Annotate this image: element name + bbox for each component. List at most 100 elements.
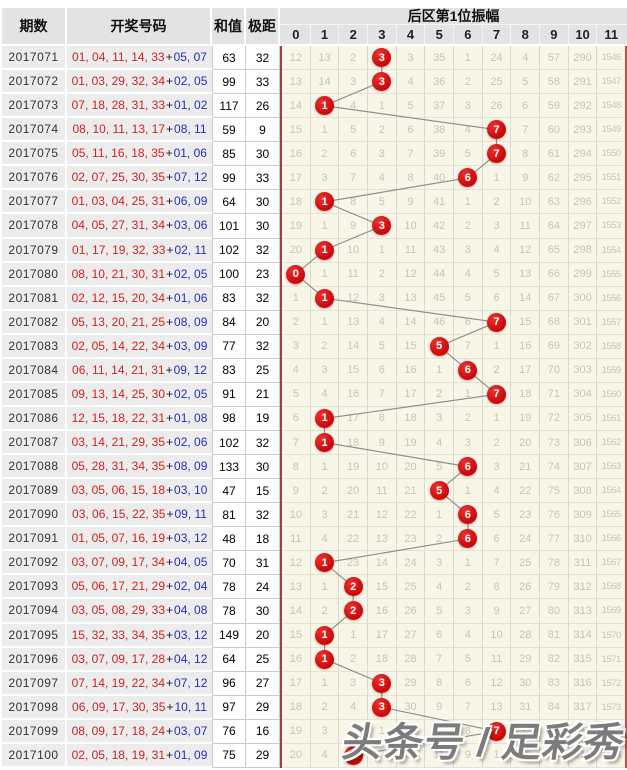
front-numbers: 03, 06, 15, 22, 35 <box>72 507 166 522</box>
amp-cell: 33 <box>511 743 541 768</box>
plus-sign: + <box>166 74 174 89</box>
range-cell: 18 <box>246 527 280 552</box>
back-numbers: 01, 06 <box>173 146 207 161</box>
amp-cell: 5 <box>454 647 483 672</box>
header-sum: 和值 <box>212 8 246 44</box>
amp-cell: 7 <box>482 382 512 407</box>
amp-col-label: 2 <box>339 25 369 44</box>
amp-cell: 4 <box>339 94 369 119</box>
amp-cell: 6 <box>454 166 483 191</box>
plus-sign: + <box>166 314 174 329</box>
amp-cell: 3 <box>368 286 397 311</box>
back-numbers: 02, 05 <box>174 386 208 401</box>
amp-cell: 6 <box>396 118 426 143</box>
front-numbers: 05, 13, 20, 21, 25 <box>71 314 166 329</box>
amp-cell: 1 <box>454 190 483 215</box>
amp-cell: 4 <box>482 479 512 504</box>
range-cell: 27 <box>246 671 280 696</box>
amplitude-grid-row: 15 1 5 2 6 38 4 7 7 60 293 1549 <box>280 118 627 143</box>
range-cell: 31 <box>246 551 280 576</box>
amp-cell: 3 <box>310 358 340 383</box>
amp-cell: 3 <box>368 70 397 95</box>
sum-cell: 83 <box>212 358 246 383</box>
table-row: 2017073 07, 18, 28, 31, 33 +01, 02 117 26 14 1… <box>2 94 627 119</box>
amp-cell: 5 <box>482 262 512 287</box>
amp-cell: 16 <box>368 599 397 624</box>
range-cell: 32 <box>246 46 280 71</box>
table-row: 2017096 03, 07, 09, 17, 28 +04, 12 64 25 16 1 2… <box>2 647 627 672</box>
amp-col-label: 9 <box>540 25 569 44</box>
front-numbers: 03, 14, 21, 29, 35 <box>71 435 166 450</box>
range-cell: 30 <box>246 190 280 215</box>
period-cell: 2017097 <box>2 671 67 696</box>
amp-cell: 11 <box>482 647 512 672</box>
header-period: 期数 <box>2 8 67 44</box>
amp-cell: 12 <box>511 238 541 263</box>
sum-cell: 77 <box>212 334 246 359</box>
front-numbers: 02, 12, 15, 20, 34 <box>71 290 166 305</box>
numbers-cell: 12, 15, 18, 22, 31 +01, 08 <box>67 406 212 431</box>
amp-cell: 302 <box>568 334 598 359</box>
amp-cell: 81 <box>540 623 569 648</box>
period-cell: 2017090 <box>2 503 67 528</box>
amp-cell: 293 <box>568 118 598 143</box>
numbers-cell: 05, 06, 17, 21, 29 +02, 04 <box>67 575 212 600</box>
front-numbers: 03, 07, 09, 17, 34 <box>71 555 166 570</box>
amp-cell: 5 <box>454 142 483 167</box>
amp-cell: 16 <box>511 334 541 359</box>
back-numbers: 03, 10 <box>174 483 208 498</box>
amp-cell: 7 <box>425 647 455 672</box>
amp-cell: 13 <box>339 310 369 335</box>
sum-cell: 97 <box>212 695 246 720</box>
amp-cell: 1 <box>310 94 340 119</box>
amp-cell: 1 <box>310 406 340 431</box>
period-cell: 2017100 <box>2 743 67 768</box>
back-numbers: 07, 12 <box>174 675 208 690</box>
header-winning-numbers: 开奖号码 <box>67 8 212 44</box>
front-numbers: 01, 04, 11, 14, 33 <box>72 50 165 65</box>
numbers-cell: 01, 03, 04, 25, 31 +06, 09 <box>67 190 212 215</box>
amp-cell: 296 <box>568 190 598 215</box>
amp-cell: 1 <box>310 455 340 480</box>
amp-cell: 1 <box>310 214 340 239</box>
numbers-cell: 08, 10, 11, 13, 17 +08, 11 <box>67 118 212 143</box>
amplitude-ball: 6 <box>458 360 478 380</box>
amp-cell: 86 <box>540 743 569 768</box>
amp-cell: 7 <box>282 431 311 456</box>
amp-cell: 319 <box>568 743 598 768</box>
amp-cell: 1 <box>310 623 340 648</box>
amplitude-ball: 6 <box>458 529 478 549</box>
plus-sign: + <box>166 242 174 257</box>
amp-cell: 12 <box>282 551 311 576</box>
period-cell: 2017096 <box>2 647 67 672</box>
amp-cell: 1569 <box>597 599 626 624</box>
period-cell: 2017095 <box>2 623 67 648</box>
back-numbers: 02, 05 <box>174 74 208 89</box>
plus-sign: + <box>166 555 174 570</box>
amp-cell: 4 <box>396 70 426 95</box>
amplitude-header: 后区第1位振幅 0 1 2 3 4 5 6 7 8 9 10 11 <box>280 8 627 44</box>
back-numbers: 06, 09 <box>174 194 208 209</box>
amp-cell: 6 <box>454 455 483 480</box>
amplitude-grid-row: 13 14 3 3 4 36 2 25 5 58 291 1547 <box>280 70 627 95</box>
amplitude-ball: 5 <box>429 481 449 501</box>
amp-cell: 2 <box>310 479 340 504</box>
front-numbers: 02, 05, 14, 22, 34 <box>71 338 166 353</box>
amp-cell: 3 <box>339 70 369 95</box>
amp-cell: 79 <box>540 575 569 600</box>
amp-cell: 290 <box>568 46 598 71</box>
amp-cell: 75 <box>540 479 569 504</box>
amp-cell: 74 <box>540 455 569 480</box>
amplitude-ball: 1 <box>315 192 334 212</box>
watermark: 头条号 / 足彩秀 <box>339 721 627 765</box>
amplitude-ball: 7 <box>487 312 507 332</box>
amp-cell: 303 <box>568 358 598 383</box>
table-row: 2017071 01, 04, 11, 14, 33 +05, 07 63 32 12 13… <box>2 46 627 71</box>
amp-cell: 11 <box>396 238 426 263</box>
amp-cell: 8 <box>368 406 397 431</box>
front-numbers: 08, 09, 17, 18, 24 <box>71 723 166 738</box>
amplitude-ball: 3 <box>372 673 392 693</box>
table-row: 2017093 05, 06, 17, 21, 29 +02, 04 78 24 13 1 2… <box>2 575 627 600</box>
amplitude-ball: 0 <box>286 264 306 284</box>
sum-cell: 70 <box>212 551 246 576</box>
